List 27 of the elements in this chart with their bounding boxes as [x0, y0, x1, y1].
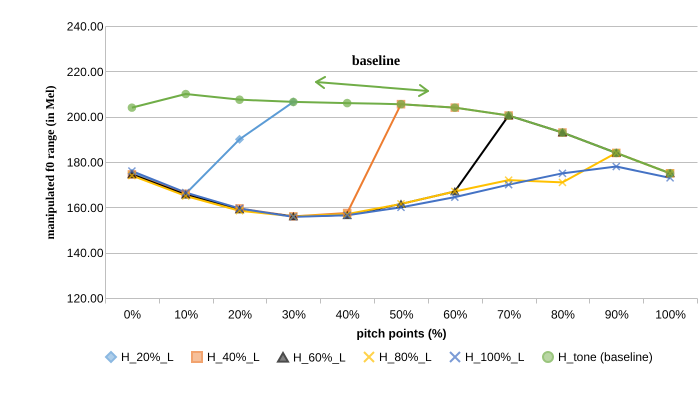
x-tick-label: 60% — [443, 308, 468, 322]
x-tick-label: 30% — [282, 308, 306, 322]
legend-label: H_100%_L — [465, 350, 525, 364]
y-tick-label: 140.00 — [66, 246, 104, 260]
y-tick-label: 120.00 — [66, 292, 104, 306]
legend-label: H_20%_L — [121, 350, 174, 364]
x-tick-label: 20% — [228, 308, 252, 322]
x-axis-title: pitch points (%) — [356, 326, 446, 340]
y-tick-label: 180.00 — [66, 156, 104, 170]
legend-label: H_tone (baseline) — [558, 350, 653, 364]
legend-label: H_60%_L — [293, 350, 346, 364]
y-axis-title: manipulated f0 range (in Mel) — [42, 86, 57, 240]
x-tick-label: 90% — [604, 308, 630, 322]
y-tick-label: 200.00 — [66, 110, 104, 124]
legend-label: H_40%_L — [207, 350, 260, 364]
x-tick-label: 100% — [655, 308, 686, 322]
x-tick-label: 70% — [497, 308, 522, 322]
x-tick-label: 0% — [124, 308, 142, 322]
legend-label: H_80%_L — [379, 350, 432, 364]
x-tick-label: 10% — [174, 308, 199, 322]
x-tick-label: 80% — [550, 308, 576, 322]
y-tick-label: 160.00 — [66, 200, 104, 215]
y-tick-label: 220.00 — [66, 64, 104, 79]
x-tick-label: 40% — [336, 308, 360, 322]
x-tick-label: 50% — [389, 308, 414, 322]
y-tick-label: 240.00 — [66, 20, 104, 34]
annotation: baseline — [352, 54, 400, 69]
